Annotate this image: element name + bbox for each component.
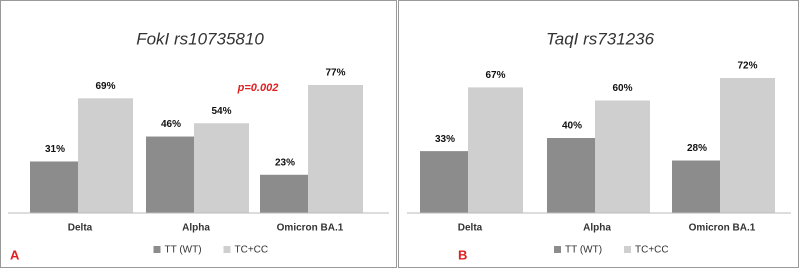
legend-swatch bbox=[554, 246, 561, 253]
panel-border bbox=[398, 0, 799, 268]
x-tick-label: Delta bbox=[458, 223, 483, 234]
bar bbox=[595, 100, 650, 213]
x-tick-label: Delta bbox=[68, 223, 93, 234]
bar bbox=[30, 161, 80, 213]
value-label: 77% bbox=[325, 68, 345, 79]
panel-label: A bbox=[10, 247, 20, 262]
x-tick-label: Omicron BA.1 bbox=[689, 223, 756, 234]
bar bbox=[468, 87, 523, 213]
value-label: 54% bbox=[211, 106, 231, 117]
legend-label: TC+CC bbox=[635, 245, 669, 256]
value-label: 60% bbox=[612, 83, 632, 94]
value-label: 33% bbox=[435, 134, 455, 145]
panel-border bbox=[0, 0, 397, 268]
panel-label: B bbox=[458, 247, 467, 262]
bar bbox=[672, 160, 722, 213]
bar bbox=[547, 138, 597, 213]
chart-title: TaqI rs731236 bbox=[546, 29, 655, 48]
value-label: 40% bbox=[562, 121, 582, 132]
bar bbox=[720, 78, 775, 213]
bar bbox=[194, 123, 249, 213]
chart-title: FokI rs10735810 bbox=[136, 29, 264, 48]
bar bbox=[308, 85, 363, 213]
value-label: 28% bbox=[687, 143, 707, 154]
bar bbox=[260, 174, 310, 213]
legend-swatch bbox=[153, 246, 161, 253]
value-label: 31% bbox=[45, 144, 65, 155]
legend-label: TT (WT) bbox=[165, 245, 202, 256]
legend-swatch bbox=[223, 246, 231, 253]
legend-label: TT (WT) bbox=[565, 245, 602, 256]
value-label: 67% bbox=[485, 70, 505, 81]
x-tick-label: Omicron BA.1 bbox=[277, 223, 344, 234]
legend-label: TC+CC bbox=[235, 245, 269, 256]
bar bbox=[420, 151, 470, 213]
annotation: p=0.002 bbox=[237, 82, 279, 94]
value-label: 46% bbox=[161, 119, 181, 130]
x-tick-label: Alpha bbox=[583, 223, 611, 234]
bar bbox=[146, 136, 196, 213]
value-label: 72% bbox=[737, 61, 757, 72]
legend-swatch bbox=[624, 246, 631, 253]
value-label: 23% bbox=[275, 157, 295, 168]
x-tick-label: Alpha bbox=[182, 223, 210, 234]
value-label: 69% bbox=[95, 81, 115, 92]
bar bbox=[78, 98, 133, 213]
